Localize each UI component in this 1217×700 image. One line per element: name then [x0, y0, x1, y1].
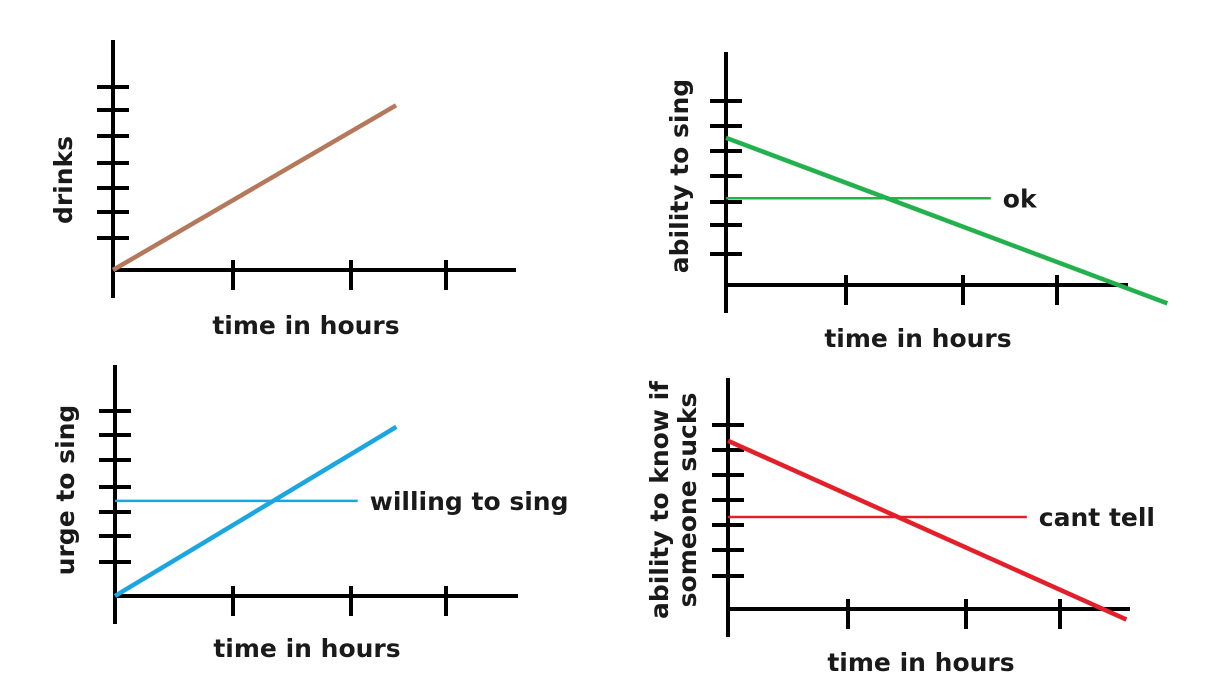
x-axis-label: time in hours [212, 311, 399, 340]
chart-panel-3: willing to sing time in hours urge to sing [51, 365, 568, 663]
series-line-1 [725, 135, 1169, 306]
chart-panel-4: cant tell time in hours ability to know if… [645, 378, 1155, 677]
chart-panel-1: time in hours drinks [49, 40, 516, 340]
y-axis-label: urge to sing [51, 405, 80, 576]
series-line-1 [113, 424, 398, 598]
y-axis-label: ability to sing [665, 79, 694, 273]
x-axis-label: time in hours [213, 634, 400, 663]
reference-label: ok [1003, 184, 1038, 213]
x-axis-label: time in hours [824, 324, 1011, 353]
series-line-1 [111, 103, 398, 272]
x-axis-label: time in hours [827, 648, 1014, 677]
y-axis-label: drinks [49, 136, 78, 224]
reference-label: cant tell [1039, 503, 1155, 532]
y-axis-label: ability to know ifsomeone sucks [645, 380, 702, 619]
series-line-1 [727, 438, 1128, 622]
reference-label: willing to sing [370, 487, 569, 516]
chart-panel-2: ok time in hours ability to sing [665, 52, 1169, 353]
